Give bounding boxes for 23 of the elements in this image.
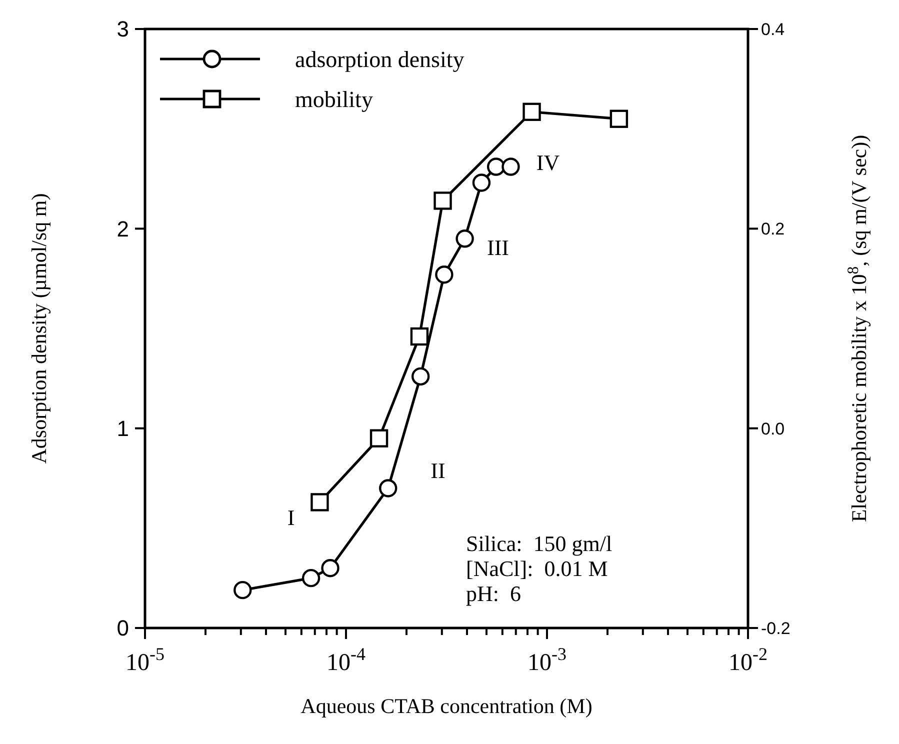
y2-tick-label: -0.2 [761, 618, 790, 638]
x-tick-label: 10$^{-2}$ [728, 644, 768, 676]
y-tick-label: 1 [116, 416, 129, 442]
y-tick-label: 2 [116, 216, 129, 242]
annotation: II [430, 458, 446, 483]
annotation: IV [536, 150, 560, 175]
annotation: Silica: 150 gm/l [466, 531, 612, 556]
y2-tick-label: 0.2 [761, 220, 785, 239]
annotation: [NaCl]: 0.01 M [466, 556, 608, 581]
legend-label: mobility [295, 87, 374, 112]
y2-tick-label: 0.0 [761, 419, 785, 438]
y-tick-label: 3 [116, 16, 129, 42]
y-axis-title: Adsorption density (µmol/sq m) [27, 193, 51, 464]
legend-label: adsorption density [295, 47, 465, 72]
y2-tick-label: 0.4 [761, 20, 785, 39]
annotation: III [487, 235, 509, 260]
x-tick-label: 10$^{-3}$ [528, 644, 566, 676]
y-tick-label: 0 [116, 616, 129, 641]
x-axis-title: Aqueous CTAB concentration (M) [300, 694, 592, 718]
annotation: pH: 6 [466, 581, 521, 606]
annotation: I [287, 505, 295, 530]
x-tick-label: 10$^{-5}$ [126, 644, 164, 676]
x-tick-label: 10$^{-4}$ [326, 644, 366, 676]
